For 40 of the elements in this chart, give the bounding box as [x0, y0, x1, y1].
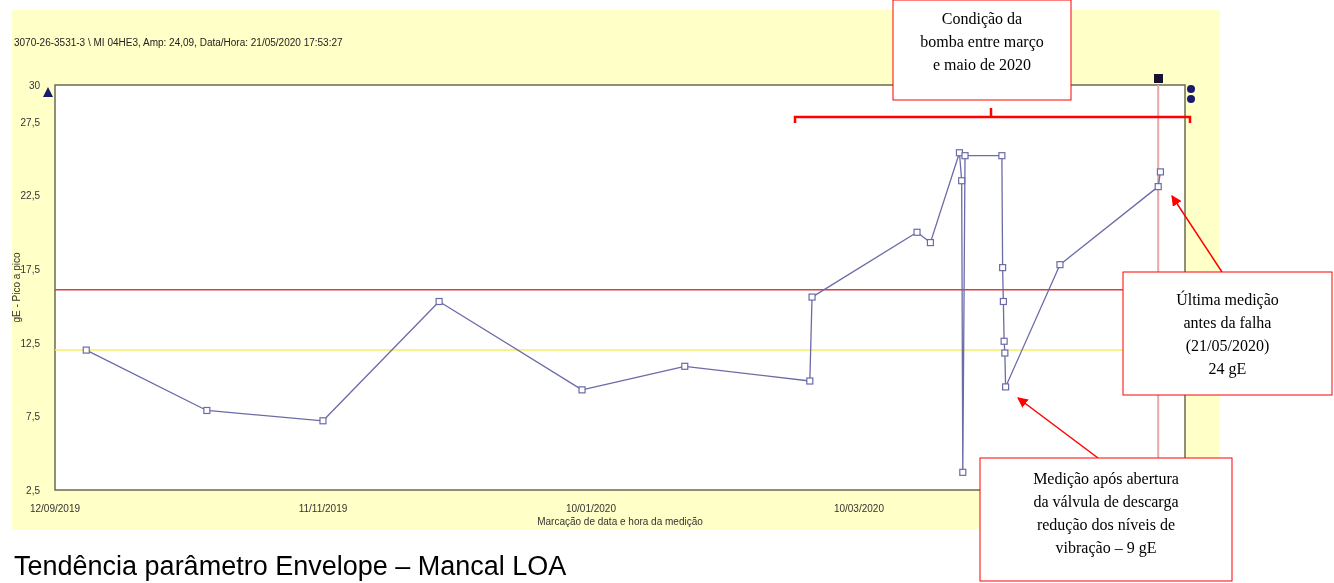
chart-subtitle: 3070-26-3531-3 \ MI 04HE3, Amp: 24,09, Data/Hora: 21/05/2020 17:53:27 — [14, 37, 343, 48]
x-tick-label: 10/01/2020 — [565, 503, 617, 514]
annotation: Medição após abertura da válvula de descarga redução dos níveis de vibração – 9 gE — [1033, 470, 1179, 557]
point — [1000, 337, 1008, 345]
point — [1002, 383, 1010, 391]
point — [999, 297, 1007, 306]
x-tick-label: 12/09/2019 — [29, 503, 81, 514]
y-tick-label: 7,5 — [26, 411, 41, 423]
point — [578, 386, 586, 394]
text: Condição da bomba entre março e maio de 2020 — [920, 10, 1044, 73]
point — [926, 238, 935, 247]
x-tick-label: 11/11/2019 — [298, 503, 348, 514]
point — [82, 346, 90, 354]
annotation: Última medição antes da falha (21/05/2020) 24 gE — [1176, 290, 1279, 378]
point — [203, 406, 211, 415]
point — [961, 152, 969, 160]
point — [958, 177, 966, 185]
point — [806, 377, 814, 385]
point — [435, 297, 443, 306]
x-axis-title: Marcação de data e hora da medição — [537, 516, 704, 527]
y-tick-label: 30 — [28, 80, 41, 91]
y-tick-label: 22,5 — [20, 190, 41, 202]
y-tick-label: 12,5 — [20, 337, 41, 349]
x-tick-label: 10/03/2020 — [833, 503, 885, 514]
y-axis-title: gE - Pico a pico — [11, 252, 22, 323]
y-tick-label: 17,5 — [20, 264, 41, 276]
point — [808, 293, 816, 301]
point — [1056, 261, 1064, 269]
y-tick-label: 2,5 — [26, 485, 41, 496]
point — [913, 228, 921, 236]
point — [1001, 349, 1009, 357]
y-tick-label: 27,5 — [20, 116, 41, 128]
point — [998, 152, 1006, 160]
point — [681, 362, 689, 370]
point — [1156, 168, 1165, 176]
point — [999, 264, 1007, 272]
text: Tendência parâmetro Envelope – Mancal LOA — [14, 551, 567, 581]
point — [1154, 183, 1162, 191]
point — [959, 468, 967, 476]
point — [319, 417, 327, 425]
